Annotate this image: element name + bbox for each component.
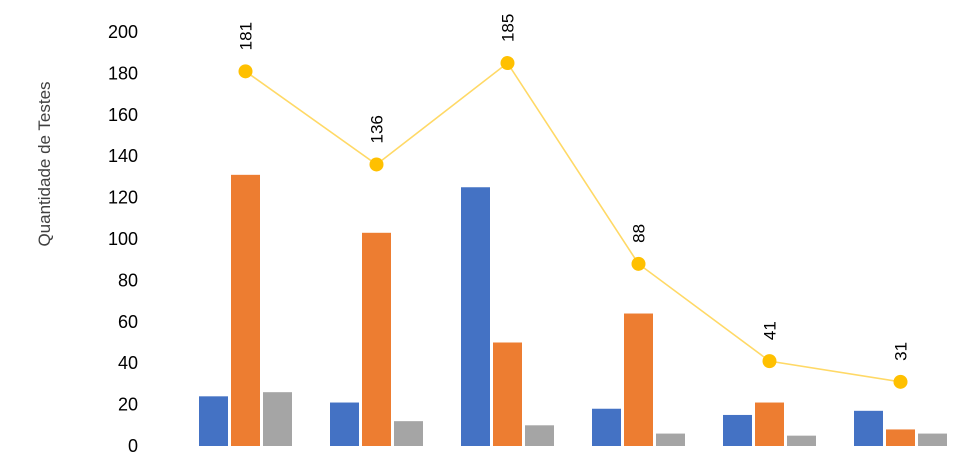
- y-tick-label-0: 0: [128, 436, 138, 455]
- line-point-5: [762, 354, 777, 369]
- y-tick-label-9: 180: [108, 63, 138, 83]
- bar-s2-c1: [231, 174, 260, 446]
- bar-s2-c4: [624, 313, 653, 446]
- bar-s1-c6: [854, 410, 883, 446]
- line-point-2: [369, 157, 384, 172]
- bar-s3-c4: [656, 433, 685, 446]
- bar-s1-c1: [199, 396, 228, 446]
- bar-s2-c5: [755, 402, 784, 446]
- bar-s1-c2: [330, 402, 359, 446]
- bar-s1-c3: [461, 187, 490, 446]
- y-tick-label-2: 40: [118, 353, 138, 373]
- line-data-label-5: 41: [761, 321, 780, 340]
- y-tick-label-10: 200: [108, 22, 138, 42]
- line-point-1: [238, 64, 253, 79]
- bar-s2-c2: [362, 232, 391, 446]
- bar-s2-c3: [493, 342, 522, 446]
- y-tick-label-8: 160: [108, 105, 138, 125]
- line-data-label-1: 181: [237, 22, 256, 50]
- y-axis-title: Quantidade de Testes: [35, 81, 54, 246]
- line-series-group: 181 136 185 88 41 31: [237, 14, 911, 389]
- line-data-label-6: 31: [892, 342, 911, 361]
- y-tick-label-5: 100: [108, 229, 138, 249]
- bar-s2-c6: [886, 429, 915, 446]
- bar-s3-c6: [918, 433, 947, 446]
- bar-s3-c5: [787, 435, 816, 446]
- y-axis-ticks: 0 20 40 60 80 100 120 140 160 180 200: [108, 22, 138, 455]
- y-tick-label-3: 60: [118, 312, 138, 332]
- line-point-3: [500, 56, 515, 71]
- bar-s1-c5: [723, 414, 752, 446]
- bar-s1-c4: [592, 408, 621, 446]
- y-tick-label-1: 20: [118, 395, 138, 415]
- line-data-label-3: 185: [499, 14, 518, 42]
- line-data-label-4: 88: [630, 224, 649, 243]
- line-point-6: [893, 374, 908, 389]
- bar-s3-c3: [525, 425, 554, 446]
- y-tick-label-7: 140: [108, 146, 138, 166]
- y-tick-label-6: 120: [108, 188, 138, 208]
- line-point-4: [631, 256, 646, 271]
- bar-s3-c1: [263, 392, 292, 446]
- total-line: [245, 61, 901, 383]
- y-tick-label-4: 80: [118, 270, 138, 290]
- line-data-label-2: 136: [368, 115, 387, 143]
- bar-series-group: [199, 174, 947, 446]
- bar-s3-c2: [394, 421, 423, 446]
